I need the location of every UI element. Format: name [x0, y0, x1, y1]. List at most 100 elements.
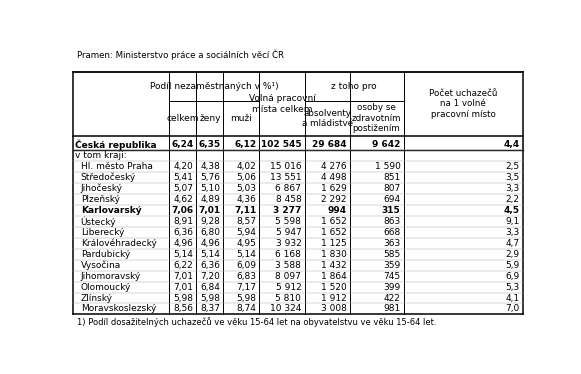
Text: 8 458: 8 458	[275, 195, 302, 204]
Text: Plzeňský: Plzeňský	[81, 195, 120, 204]
Text: 7,01: 7,01	[198, 206, 220, 215]
Text: 851: 851	[383, 173, 400, 182]
Text: 668: 668	[383, 228, 400, 237]
Text: 3 932: 3 932	[275, 239, 302, 248]
Text: 102 545: 102 545	[261, 140, 302, 149]
Text: 6,83: 6,83	[236, 272, 256, 280]
Text: Hl. město Praha: Hl. město Praha	[81, 162, 153, 171]
Text: 5 598: 5 598	[275, 217, 302, 226]
Text: 2,5: 2,5	[505, 162, 520, 171]
Text: celkem: celkem	[167, 114, 199, 123]
Text: 5,9: 5,9	[505, 261, 520, 270]
Text: 5 912: 5 912	[275, 283, 302, 292]
Text: 5,10: 5,10	[200, 184, 220, 193]
Text: 5,98: 5,98	[200, 294, 220, 303]
Text: 13 551: 13 551	[270, 173, 302, 182]
Text: 5 810: 5 810	[275, 294, 302, 303]
Text: 6,80: 6,80	[200, 228, 220, 237]
Text: Zlínský: Zlínský	[81, 294, 113, 303]
Text: 5,76: 5,76	[200, 173, 220, 182]
Text: 5,41: 5,41	[173, 173, 193, 182]
Text: 2,2: 2,2	[505, 195, 520, 204]
Text: 6,84: 6,84	[200, 283, 220, 292]
Text: 9,28: 9,28	[200, 217, 220, 226]
Text: 6,12: 6,12	[234, 140, 256, 149]
Text: 1 864: 1 864	[321, 272, 346, 280]
Text: 4,02: 4,02	[236, 162, 256, 171]
Text: 5,98: 5,98	[236, 294, 256, 303]
Text: 1 432: 1 432	[321, 261, 346, 270]
Text: 7,11: 7,11	[234, 206, 256, 215]
Text: 4,38: 4,38	[200, 162, 220, 171]
Text: 3 588: 3 588	[275, 261, 302, 270]
Text: 8,37: 8,37	[200, 304, 220, 313]
Text: 315: 315	[382, 206, 400, 215]
Text: 4,4: 4,4	[504, 140, 520, 149]
Text: 363: 363	[383, 239, 400, 248]
Text: 7,0: 7,0	[505, 304, 520, 313]
Text: 359: 359	[383, 261, 400, 270]
Text: 8,74: 8,74	[236, 304, 256, 313]
Text: 1 652: 1 652	[321, 217, 346, 226]
Text: Královéhradecký: Královéhradecký	[81, 239, 157, 248]
Text: 6,22: 6,22	[174, 261, 193, 270]
Text: 4,5: 4,5	[504, 206, 520, 215]
Text: 5 947: 5 947	[275, 228, 302, 237]
Text: 863: 863	[383, 217, 400, 226]
Text: 4 498: 4 498	[321, 173, 346, 182]
Text: 29 684: 29 684	[312, 140, 346, 149]
Text: 5,14: 5,14	[200, 250, 220, 259]
Text: Počet uchazečů
na 1 volné
pracovní místo: Počet uchazečů na 1 volné pracovní místo	[429, 89, 497, 119]
Text: 5,98: 5,98	[173, 294, 193, 303]
Text: 7,01: 7,01	[173, 272, 193, 280]
Text: 6,24: 6,24	[171, 140, 193, 149]
Text: 2,9: 2,9	[505, 250, 520, 259]
Text: Jihočeský: Jihočeský	[81, 184, 123, 193]
Text: 9,1: 9,1	[505, 217, 520, 226]
Text: 6,09: 6,09	[236, 261, 256, 270]
Text: 3,3: 3,3	[505, 228, 520, 237]
Text: 8,56: 8,56	[173, 304, 193, 313]
Text: 5,94: 5,94	[236, 228, 256, 237]
Text: ženy: ženy	[199, 114, 221, 123]
Text: Jihomoravský: Jihomoravský	[81, 272, 141, 280]
Text: 1) Podíl dosažitelných uchazečů ve věku 15-64 let na obyvatelstvu ve věku 15-64 : 1) Podíl dosažitelných uchazečů ve věku …	[77, 317, 437, 327]
Text: 6,9: 6,9	[505, 272, 520, 280]
Text: 981: 981	[383, 304, 400, 313]
Text: 8,91: 8,91	[173, 217, 193, 226]
Text: 5,03: 5,03	[236, 184, 256, 193]
Text: 4,36: 4,36	[236, 195, 256, 204]
Text: 4,95: 4,95	[236, 239, 256, 248]
Text: Karlovarský: Karlovarský	[81, 206, 141, 215]
Text: 399: 399	[383, 283, 400, 292]
Text: 1 652: 1 652	[321, 228, 346, 237]
Text: 6,36: 6,36	[173, 228, 193, 237]
Text: 1 590: 1 590	[375, 162, 400, 171]
Text: z toho pro: z toho pro	[331, 82, 377, 91]
Text: 2 292: 2 292	[321, 195, 346, 204]
Text: Pardubický: Pardubický	[81, 250, 130, 259]
Text: 4,20: 4,20	[174, 162, 193, 171]
Text: osoby se
zdravotním
postižením: osoby se zdravotním postižením	[352, 104, 401, 133]
Text: 1 830: 1 830	[321, 250, 346, 259]
Text: 694: 694	[383, 195, 400, 204]
Text: 7,20: 7,20	[200, 272, 220, 280]
Text: 5,14: 5,14	[236, 250, 256, 259]
Text: Česká republika: Česká republika	[75, 140, 156, 150]
Text: absolventy
a mládistvé: absolventy a mládistvé	[302, 108, 353, 128]
Text: 4,89: 4,89	[200, 195, 220, 204]
Text: 5,14: 5,14	[173, 250, 193, 259]
Text: 422: 422	[383, 294, 400, 303]
Text: 7,01: 7,01	[173, 283, 193, 292]
Text: 3,3: 3,3	[505, 184, 520, 193]
Text: 3 008: 3 008	[321, 304, 346, 313]
Text: 4,62: 4,62	[174, 195, 193, 204]
Text: Pramen: Ministerstvo práce a sociálních věcí ČR: Pramen: Ministerstvo práce a sociálních …	[77, 49, 284, 60]
Text: v tom kraji:: v tom kraji:	[75, 151, 127, 160]
Text: 6 168: 6 168	[275, 250, 302, 259]
Text: 1 912: 1 912	[321, 294, 346, 303]
Text: 585: 585	[383, 250, 400, 259]
Text: Volná pracovní
místa celkem: Volná pracovní místa celkem	[249, 94, 315, 114]
Text: Ústecký: Ústecký	[81, 216, 116, 227]
Text: 4,96: 4,96	[200, 239, 220, 248]
